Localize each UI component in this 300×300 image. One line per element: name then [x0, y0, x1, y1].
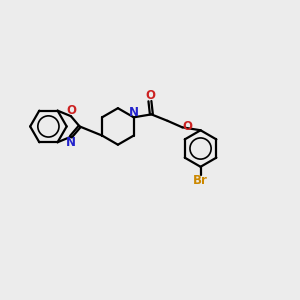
- Text: N: N: [129, 106, 139, 119]
- Text: N: N: [66, 136, 76, 149]
- Text: O: O: [145, 89, 155, 102]
- Text: O: O: [182, 120, 192, 133]
- Text: O: O: [66, 104, 76, 117]
- Text: Br: Br: [193, 174, 208, 187]
